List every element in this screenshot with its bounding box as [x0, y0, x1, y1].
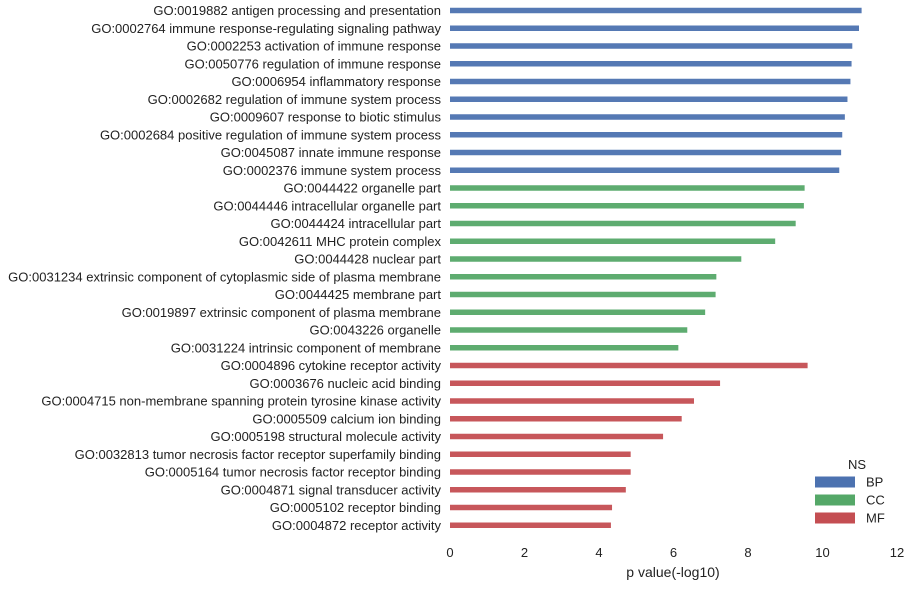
bar-cc — [450, 327, 688, 333]
category-label: GO:0044428 nuclear part — [294, 252, 441, 267]
legend-label: MF — [866, 511, 885, 526]
category-label: GO:0006954 inflammatory response — [231, 74, 441, 89]
category-label: GO:0002253 activation of immune response — [187, 39, 441, 54]
x-tick-label: 4 — [595, 545, 602, 560]
category-label: GO:0002376 immune system process — [223, 163, 442, 178]
category-label: GO:0032813 tumor necrosis factor recepto… — [75, 447, 441, 462]
category-label: GO:0042611 MHC protein complex — [239, 234, 442, 249]
bar-cc — [450, 256, 742, 262]
category-label: GO:0043226 organelle — [309, 323, 441, 338]
category-label: GO:0044446 intracellular organelle part — [213, 198, 441, 213]
legend-title: NS — [848, 457, 866, 472]
bar-cc — [450, 291, 716, 298]
category-label: GO:0050776 regulation of immune response — [184, 56, 441, 71]
bar-cc — [450, 238, 776, 244]
category-label: GO:0031224 intrinsic component of membra… — [171, 340, 441, 355]
bar-bp — [450, 25, 859, 31]
bar-cc — [450, 185, 805, 191]
category-label: GO:0004871 signal transducer activity — [221, 482, 442, 497]
bar-bp — [450, 61, 852, 67]
bar-bp — [450, 167, 840, 173]
bar-mf — [450, 469, 631, 475]
category-label: GO:0002764 immune response-regulating si… — [91, 21, 441, 36]
category-label: GO:0019882 antigen processing and presen… — [153, 3, 441, 18]
legend-swatch-bp — [815, 476, 855, 488]
category-label: GO:0045087 innate immune response — [221, 145, 441, 160]
category-label: GO:0004715 non-membrane spanning protein… — [41, 394, 441, 409]
category-label: GO:0002682 regulation of immune system p… — [148, 92, 442, 107]
bar-bp — [450, 114, 845, 120]
bar-cc — [450, 309, 706, 315]
bar-cc — [450, 345, 679, 351]
category-label: GO:0005509 calcium ion binding — [252, 411, 441, 426]
x-axis: 0 2 4 6 8 10 12 — [446, 545, 904, 560]
bar-mf — [450, 487, 626, 493]
bar-mf — [450, 451, 631, 457]
bar-bp — [450, 78, 851, 85]
bar-bp — [450, 43, 853, 49]
x-axis-label: p value(-log10) — [626, 564, 719, 580]
bar-cc — [450, 274, 717, 280]
bar-bp — [450, 149, 842, 156]
category-label: GO:0044425 membrane part — [275, 287, 442, 302]
bar-cc — [450, 220, 796, 227]
legend: NS BP CC MF — [815, 457, 885, 526]
category-label: GO:0004896 cytokine receptor activity — [221, 358, 442, 373]
x-tick-label: 6 — [670, 545, 677, 560]
category-label: GO:0002684 positive regulation of immune… — [100, 127, 442, 142]
category-label: GO:0031234 extrinsic component of cytopl… — [8, 269, 441, 284]
x-tick-label: 8 — [744, 545, 751, 560]
bar-mf — [450, 433, 664, 440]
bar-mf — [450, 416, 682, 422]
x-tick-label: 10 — [815, 545, 829, 560]
legend-swatch-mf — [815, 512, 855, 524]
category-label: GO:0009607 response to biotic stimulus — [210, 110, 442, 125]
bar-bp — [450, 7, 862, 14]
category-label: GO:0004872 receptor activity — [272, 518, 442, 533]
category-label: GO:0005198 structural molecule activity — [211, 429, 442, 444]
category-label: GO:0003676 nucleic acid binding — [249, 376, 441, 391]
bar-mf — [450, 398, 694, 404]
bar-mf — [450, 380, 721, 386]
category-label: GO:0044424 intracellular part — [270, 216, 441, 231]
category-label: GO:0005164 tumor necrosis factor recepto… — [145, 465, 441, 480]
x-tick-label: 0 — [446, 545, 453, 560]
category-labels: GO:0019882 antigen processing and presen… — [8, 3, 441, 533]
bar-mf — [450, 522, 611, 528]
x-tick-label: 12 — [890, 545, 904, 560]
legend-swatch-cc — [815, 494, 855, 506]
bar-mf — [450, 504, 613, 511]
bar-bp — [450, 132, 843, 138]
legend-label: BP — [866, 475, 883, 490]
category-label: GO:0005102 receptor binding — [270, 500, 441, 515]
category-label: GO:0044422 organelle part — [283, 181, 441, 196]
category-label: GO:0019897 extrinsic component of plasma… — [122, 305, 441, 320]
x-tick-label: 2 — [521, 545, 528, 560]
bar-bp — [450, 96, 848, 102]
bar-mf — [450, 362, 808, 369]
bars-layer — [450, 7, 862, 528]
bar-cc — [450, 203, 804, 209]
legend-label: CC — [866, 493, 885, 508]
